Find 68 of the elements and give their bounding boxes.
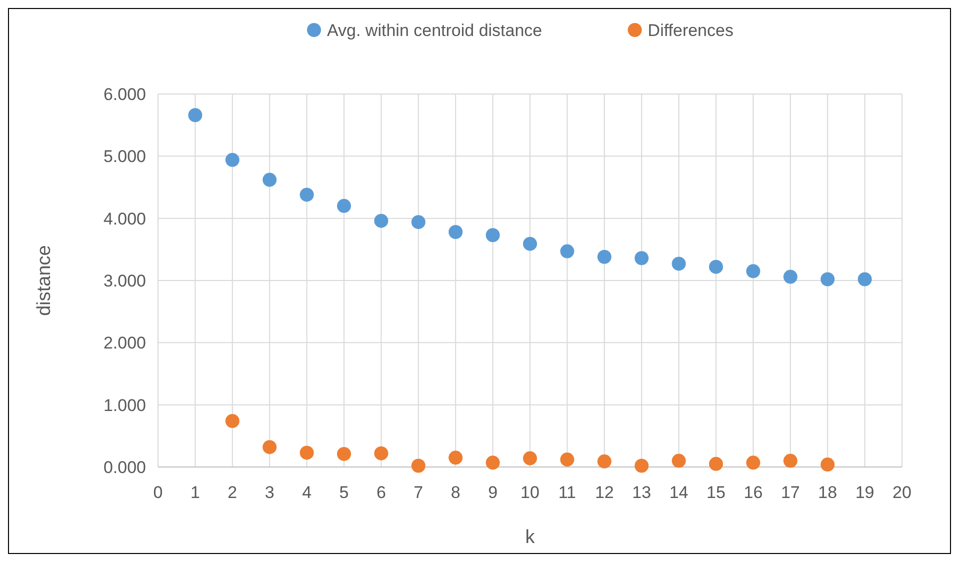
y-tick-label: 6.000 xyxy=(103,85,146,104)
y-tick-label: 0.000 xyxy=(103,458,146,477)
point xyxy=(486,456,500,470)
x-tick-label: 11 xyxy=(558,483,576,502)
point xyxy=(448,450,463,465)
legend-label: Avg. within centroid distance xyxy=(327,21,542,40)
point xyxy=(523,451,537,466)
point xyxy=(337,198,351,213)
x-tick-label: 16 xyxy=(744,483,763,502)
x-tick-label: 3 xyxy=(264,483,274,502)
point xyxy=(634,458,649,473)
point xyxy=(709,260,723,274)
point xyxy=(300,446,314,460)
point xyxy=(634,251,649,266)
point xyxy=(597,454,612,468)
x-tick-label: 5 xyxy=(339,483,349,502)
y-tick-label: 5.000 xyxy=(103,147,146,166)
y-tick-label: 3.000 xyxy=(103,272,146,290)
point xyxy=(560,452,574,467)
point xyxy=(337,446,351,461)
point xyxy=(225,152,240,167)
legend-label: Differences xyxy=(648,21,734,40)
point xyxy=(262,172,277,187)
x-tick-label: 0 xyxy=(153,483,163,502)
x-tick-label: 7 xyxy=(414,483,424,502)
point xyxy=(709,456,723,471)
point xyxy=(300,188,314,202)
point xyxy=(560,244,574,258)
x-tick-label: 9 xyxy=(488,483,498,502)
x-tick-label: 17 xyxy=(780,483,800,502)
point xyxy=(858,272,872,286)
point xyxy=(523,236,537,251)
point xyxy=(262,440,277,454)
point xyxy=(411,458,426,473)
x-tick-label: 4 xyxy=(302,483,312,502)
point xyxy=(374,446,388,460)
point xyxy=(783,454,798,468)
x-tick-label: 10 xyxy=(520,483,540,502)
x-tick-label: 2 xyxy=(228,483,238,502)
x-tick-label: 15 xyxy=(706,483,726,502)
x-tick-label: 18 xyxy=(818,483,838,502)
point xyxy=(225,414,240,428)
point xyxy=(188,108,202,122)
point xyxy=(746,264,760,278)
y-tick-label: 2.000 xyxy=(103,334,146,353)
x-tick-label: 6 xyxy=(376,483,386,502)
point xyxy=(820,458,835,472)
point xyxy=(411,215,426,230)
y-axis-title: distance xyxy=(34,245,55,316)
x-tick-label: 12 xyxy=(594,483,614,502)
point xyxy=(597,250,612,264)
x-tick-label: 1 xyxy=(190,483,200,502)
point xyxy=(486,228,500,242)
x-tick-label: 19 xyxy=(855,483,874,502)
x-tick-label: 20 xyxy=(892,483,912,502)
point xyxy=(672,454,686,468)
point xyxy=(672,256,686,271)
point xyxy=(783,270,798,284)
point xyxy=(374,214,388,228)
y-tick-label: 1.000 xyxy=(103,396,146,415)
point xyxy=(820,272,835,286)
x-tick-label: 8 xyxy=(450,483,460,502)
x-tick-label: 13 xyxy=(632,483,652,502)
point xyxy=(448,225,463,240)
y-tick-label: 4.000 xyxy=(103,209,146,228)
x-tick-label: 14 xyxy=(669,483,688,502)
x-axis-title: k xyxy=(525,527,536,548)
point xyxy=(746,456,760,470)
